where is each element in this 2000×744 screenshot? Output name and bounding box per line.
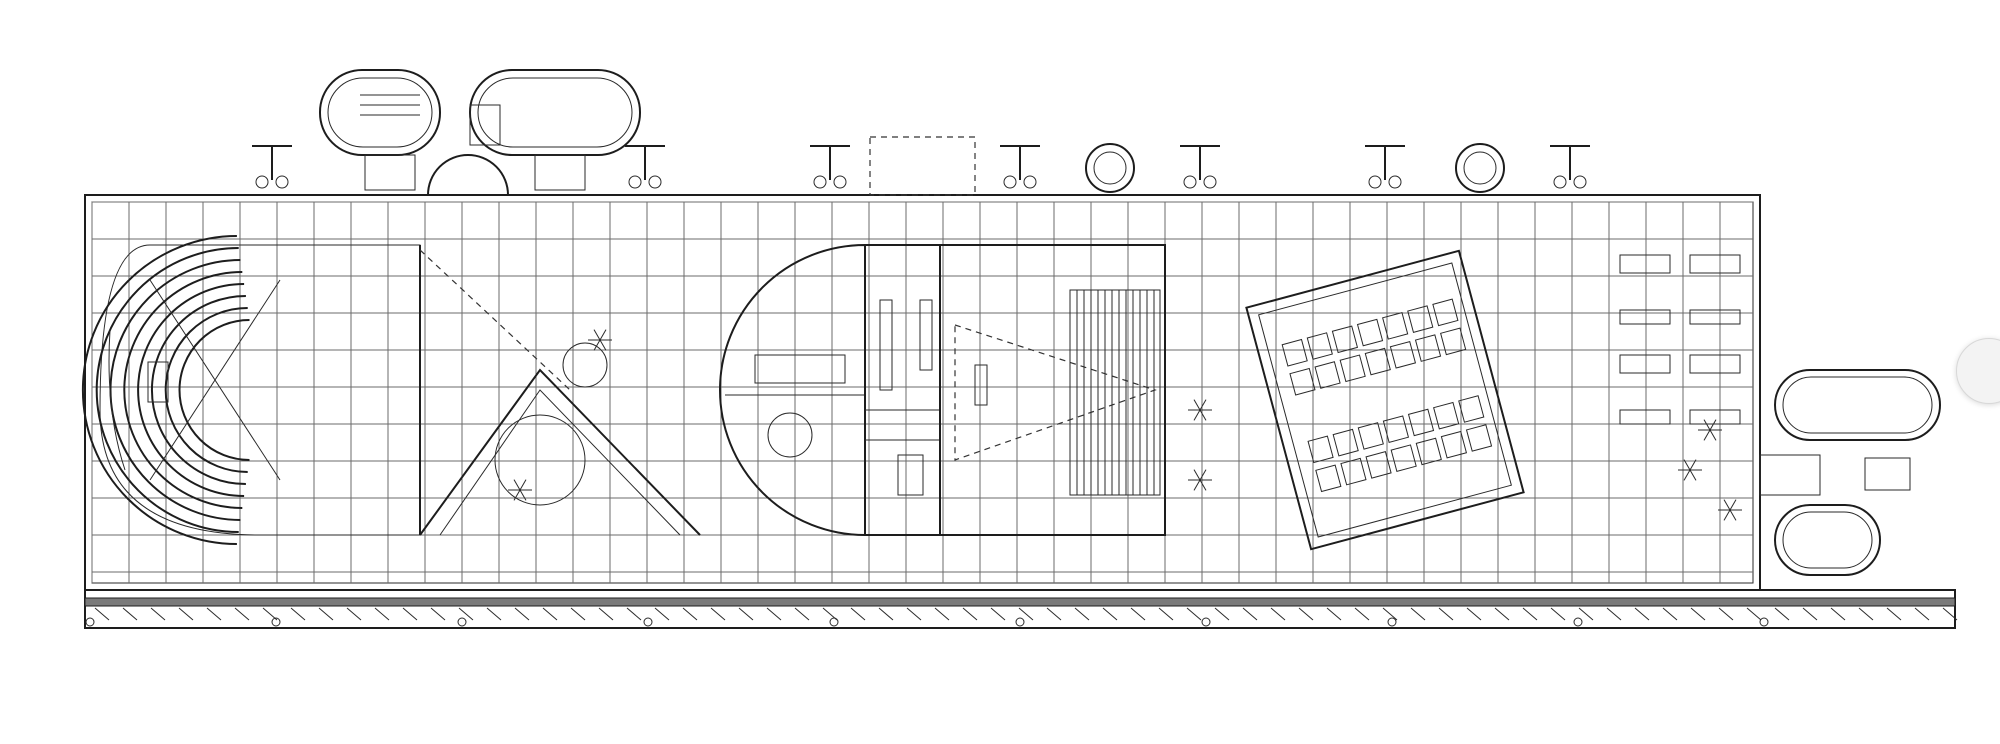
inner-building-outline — [91, 201, 1754, 584]
studio — [1245, 249, 1525, 551]
facade-columns — [252, 145, 1590, 189]
structural-grid — [91, 201, 1753, 583]
north-annex — [319, 69, 641, 196]
meeting-room — [718, 243, 866, 537]
service-rooms — [864, 244, 941, 536]
auditorium-seating-arc — [81, 235, 250, 545]
lecture-hall — [939, 244, 1166, 536]
lobby — [419, 245, 701, 536]
entrance-canopy — [869, 136, 976, 196]
building-outline — [84, 194, 1761, 591]
east-annex — [1759, 369, 1941, 576]
round-vents — [1085, 143, 1505, 193]
workspace-desks — [1619, 254, 1741, 425]
facade-strip — [84, 589, 1958, 629]
plant-symbols — [508, 329, 1742, 521]
auditorium — [81, 235, 421, 545]
